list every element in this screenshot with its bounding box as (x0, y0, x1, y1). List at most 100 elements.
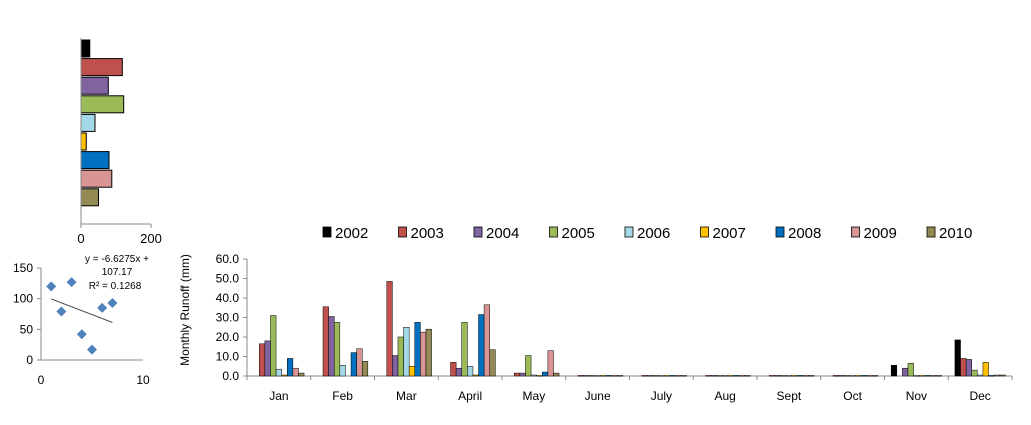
trendline-equation-line2: 107.17 (102, 267, 133, 278)
bar-Oct-2004 (838, 375, 845, 377)
bar-May-2008 (542, 371, 549, 377)
legend-swatch-2009 (851, 226, 860, 238)
legend-label-2007: 2007 (713, 225, 746, 242)
legend-swatch-2003 (398, 226, 407, 238)
scatter-point-1 (56, 306, 67, 317)
bar-Feb-2008 (350, 352, 357, 377)
bar-Oct-2005 (843, 375, 851, 377)
hbar-bar-2005 (80, 95, 125, 114)
bar-Nov-2009 (930, 375, 937, 377)
bar-July-2003 (641, 375, 648, 377)
main-y-tick-label-4: 40.0 (216, 291, 240, 305)
bar-June-2007 (600, 375, 607, 377)
bar-Dec-2004 (965, 359, 972, 377)
bar-Nov-2005 (907, 363, 914, 377)
bar-April-2004 (455, 367, 462, 377)
bar-Dec-2003 (960, 358, 967, 377)
bar-April-2005 (461, 322, 468, 377)
bar-Jan-2010 (298, 372, 305, 377)
bar-Mar-2005 (397, 336, 404, 377)
bar-Jan-2006 (275, 368, 282, 377)
hbar-bar-2004 (80, 76, 109, 95)
scatter-point-6 (107, 297, 118, 308)
legend-label-2005: 2005 (562, 225, 595, 242)
bar-Oct-2007 (855, 375, 862, 377)
bar-Oct-2008 (860, 375, 867, 377)
scatter-y-tick-label-1: 50 (20, 322, 34, 336)
bar-Dec-2007 (982, 362, 989, 377)
bar-April-2009 (483, 304, 490, 377)
bar-May-2006 (530, 374, 537, 377)
bar-June-2008 (605, 375, 612, 377)
bar-Aug-2004 (710, 375, 717, 377)
legend-swatch-2008 (775, 226, 785, 238)
main-x-label-Mar: Mar (396, 389, 417, 403)
hbar-bar-2010 (80, 188, 99, 207)
bar-June-2010 (616, 375, 624, 377)
bar-Oct-2009 (866, 375, 873, 377)
bar-July-2009 (675, 375, 682, 377)
legend: 2002 2003 2004 2005 2006 2007 2008 2009 2010 (322, 225, 972, 242)
bar-Sept-2007 (791, 375, 798, 377)
main-x-label-Jan: Jan (269, 389, 288, 403)
bar-Jan-2007 (281, 374, 288, 377)
hbar-x-tick-label-0: 0 (77, 231, 84, 246)
bar-Sept-2010 (808, 375, 815, 377)
legend-label-2010: 2010 (939, 225, 972, 242)
bar-Dec-2006 (977, 374, 984, 377)
bar-Oct-2010 (871, 375, 879, 377)
bar-Dec-2002 (954, 339, 961, 377)
bar-Oct-2003 (832, 375, 839, 377)
main-x-label-Aug: Aug (714, 389, 735, 403)
bar-Oct-2006 (849, 375, 856, 377)
bar-July-2005 (652, 375, 659, 377)
bar-Dec-2005 (971, 369, 978, 377)
bar-Mar-2009 (420, 331, 427, 377)
scatter-trendline (51, 298, 113, 323)
bar-July-2006 (658, 375, 665, 377)
main-y-tick-label-5: 50.0 (216, 272, 240, 286)
bar-May-2005 (525, 355, 532, 377)
bar-Sept-2004 (774, 375, 781, 377)
hbar-bar-2003 (80, 58, 123, 77)
legend-swatch-2007 (700, 226, 709, 238)
legend-swatch-2010 (926, 226, 936, 238)
main-y-tick-label-0: 0.0 (222, 369, 239, 383)
bar-Aug-2008 (733, 375, 740, 377)
bar-June-2006 (594, 375, 601, 377)
legend-label-2009: 2009 (864, 225, 897, 242)
scatter-point-2 (66, 277, 77, 288)
hbar-bar-2002 (80, 39, 91, 58)
scatter-y-tick-label-0: 0 (26, 353, 33, 367)
hbar-bar-2008 (80, 151, 110, 170)
bar-Aug-2005 (716, 375, 723, 377)
main-x-label-Nov: Nov (906, 389, 927, 403)
bar-April-2008 (478, 314, 485, 377)
bar-Aug-2009 (738, 375, 745, 377)
bar-Feb-2010 (361, 361, 369, 377)
hbar-bar-2009 (80, 169, 113, 188)
bar-May-2010 (553, 372, 560, 377)
bar-May-2009 (547, 350, 554, 377)
main-x-label-Oct: Oct (843, 389, 862, 403)
legend-swatch-2002 (322, 226, 332, 238)
bar-June-2005 (588, 375, 596, 377)
main-y-tick-label-1: 10.0 (216, 350, 240, 364)
bar-June-2003 (577, 375, 584, 377)
legend-label-2006: 2006 (637, 225, 670, 242)
legend-label-2002: 2002 (335, 225, 368, 242)
bar-Feb-2009 (356, 348, 363, 377)
bar-Jan-2009 (292, 367, 299, 377)
main-x-label-Dec: Dec (969, 389, 990, 403)
main-x-label-Feb: Feb (332, 389, 353, 403)
bar-Feb-2003 (322, 306, 329, 377)
main-x-label-July: July (651, 389, 672, 403)
bar-Feb-2006 (339, 365, 346, 377)
scatter-point-5 (97, 302, 108, 313)
bar-Jan-2005 (270, 315, 277, 377)
scatter-point-0 (46, 281, 57, 292)
bar-Jan-2004 (264, 340, 271, 377)
bar-Nov-2008 (924, 375, 931, 377)
bar-Aug-2003 (705, 375, 712, 377)
